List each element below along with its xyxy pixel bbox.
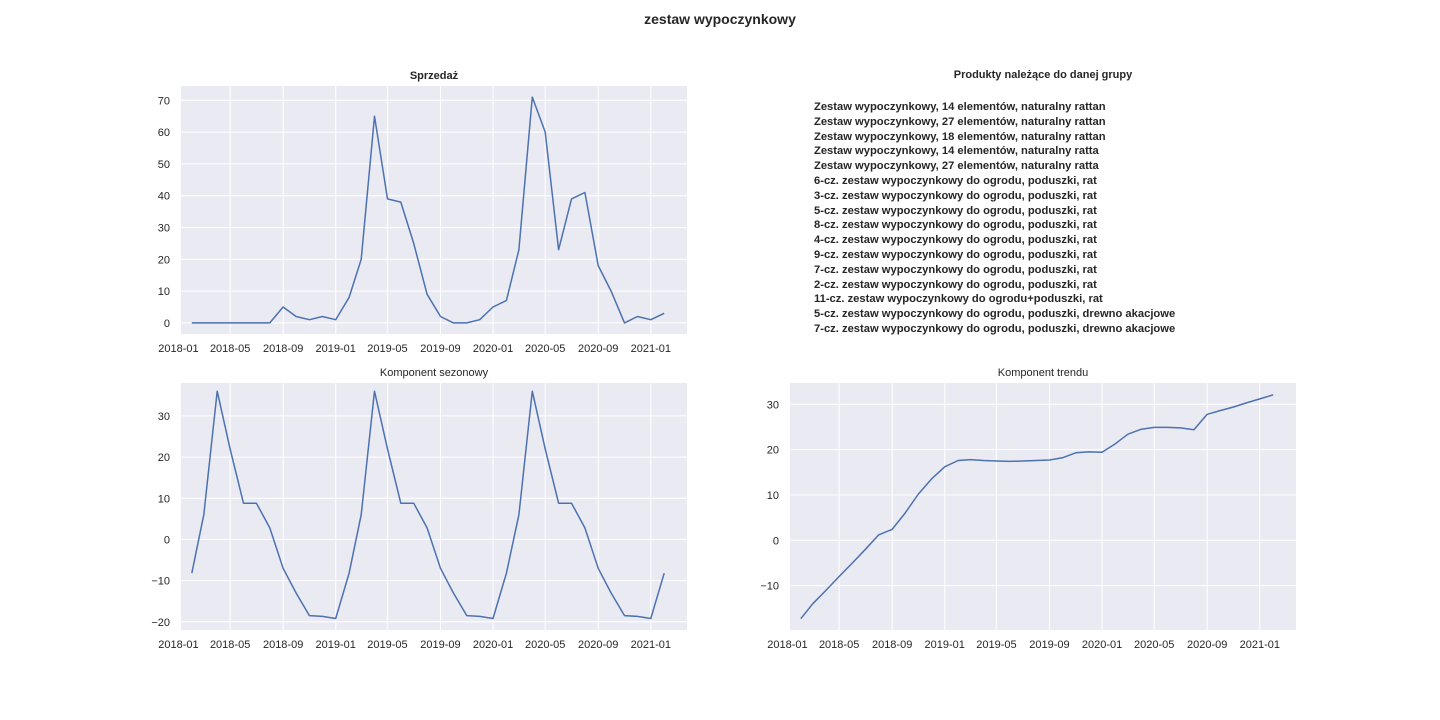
x-tick-label: 2018-05 bbox=[210, 343, 250, 355]
x-tick-label: 2019-09 bbox=[420, 639, 460, 651]
series-line bbox=[191, 390, 665, 620]
y-tick-label: 20 bbox=[158, 452, 170, 464]
y-tick-label: 30 bbox=[158, 411, 170, 423]
product-item: 5-cz. zestaw wypoczynkowy do ogrodu, pod… bbox=[814, 308, 1176, 321]
y-tick-label: 40 bbox=[158, 191, 170, 203]
x-tick-label: 2020-05 bbox=[525, 343, 565, 355]
product-item: 5-cz. zestaw wypoczynkowy do ogrodu, pod… bbox=[814, 204, 1097, 217]
series-line bbox=[191, 96, 665, 324]
y-tick-label: 70 bbox=[158, 95, 170, 107]
product-item: 9-cz. zestaw wypoczynkowy do ogrodu, pod… bbox=[814, 248, 1097, 261]
y-tick-label: 10 bbox=[767, 490, 779, 502]
chart-title: Komponent trendu bbox=[998, 367, 1089, 379]
x-tick-label: 2020-09 bbox=[578, 343, 618, 355]
x-tick-label: 2020-01 bbox=[473, 639, 513, 651]
y-tick-label: 0 bbox=[164, 534, 170, 546]
x-tick-label: 2018-01 bbox=[158, 343, 198, 355]
x-tick-label: 2019-01 bbox=[316, 343, 356, 355]
product-item: Zestaw wypoczynkowy, 27 elementów, natur… bbox=[814, 160, 1099, 173]
x-tick-label: 2019-09 bbox=[1029, 639, 1069, 651]
x-tick-label: 2018-09 bbox=[263, 343, 303, 355]
product-item: 4-cz. zestaw wypoczynkowy do ogrodu, pod… bbox=[814, 234, 1097, 247]
product-item: Zestaw wypoczynkowy, 14 elementów, natur… bbox=[814, 145, 1099, 158]
x-tick-label: 2018-09 bbox=[263, 639, 303, 651]
product-item: Zestaw wypoczynkowy, 27 elementów, natur… bbox=[814, 115, 1106, 128]
y-tick-label: 0 bbox=[164, 318, 170, 330]
x-tick-label: 2020-01 bbox=[1082, 639, 1122, 651]
y-tick-label: 30 bbox=[158, 222, 170, 234]
x-tick-label: 2019-05 bbox=[367, 639, 407, 651]
y-tick-label: −20 bbox=[151, 617, 170, 629]
x-tick-label: 2019-05 bbox=[367, 343, 407, 355]
x-tick-label: 2020-05 bbox=[1134, 639, 1174, 651]
chart-trend-component: 2018-01 2018-05 2018-09 2019-01 2019-05 2019-… bbox=[760, 367, 1296, 651]
x-tick-label: 2020-01 bbox=[473, 343, 513, 355]
y-tick-label: 10 bbox=[158, 493, 170, 505]
chart-title: Komponent sezonowy bbox=[380, 367, 489, 379]
x-tick-label: 2018-05 bbox=[210, 639, 250, 651]
x-tick-label: 2019-01 bbox=[316, 639, 356, 651]
y-tick-label: −10 bbox=[151, 576, 170, 588]
x-tick-label: 2019-05 bbox=[976, 639, 1016, 651]
x-tick-label: 2018-01 bbox=[767, 639, 807, 651]
y-tick-label: 20 bbox=[767, 445, 779, 457]
x-tick-label: 2021-01 bbox=[1240, 639, 1280, 651]
product-item: Zestaw wypoczynkowy, 14 elementów, natur… bbox=[814, 101, 1106, 113]
plot-area bbox=[790, 383, 1296, 630]
plot-area bbox=[181, 86, 687, 334]
product-item: 3-cz. zestaw wypoczynkowy do ogrodu, pod… bbox=[814, 189, 1097, 202]
x-tick-label: 2019-01 bbox=[925, 639, 965, 651]
y-tick-label: 10 bbox=[158, 286, 170, 298]
y-tick-label: 50 bbox=[158, 159, 170, 171]
y-tick-label: 60 bbox=[158, 127, 170, 139]
x-tick-label: 2021-01 bbox=[631, 639, 671, 651]
product-item: 11-cz. zestaw wypoczynkowy do ogrodu+pod… bbox=[814, 293, 1103, 306]
plot-area bbox=[181, 383, 687, 630]
x-tick-label: 2020-09 bbox=[578, 639, 618, 651]
y-tick-label: 30 bbox=[767, 399, 779, 411]
y-tick-label: −10 bbox=[760, 581, 779, 593]
y-tick-label: 0 bbox=[773, 535, 779, 547]
x-tick-label: 2018-01 bbox=[158, 639, 198, 651]
x-tick-label: 2020-09 bbox=[1187, 639, 1227, 651]
chart-seasonal-component: 2018-01 2018-05 2018-09 2019-01 2019-05 2019-… bbox=[151, 367, 687, 651]
products-panel-title: Produkty należące do danej grupy bbox=[953, 69, 1133, 81]
y-tick-label: 20 bbox=[158, 254, 170, 266]
product-item: 7-cz. zestaw wypoczynkowy do ogrodu, pod… bbox=[814, 263, 1097, 276]
figure-title: zestaw wypoczynkowy bbox=[644, 11, 796, 27]
product-item: Zestaw wypoczynkowy, 18 elementów, natur… bbox=[814, 130, 1106, 143]
x-tick-label: 2019-09 bbox=[420, 343, 460, 355]
product-item: 2-cz. zestaw wypoczynkowy do ogrodu, pod… bbox=[814, 278, 1097, 291]
products-list: Zestaw wypoczynkowy, 14 elementów, natur… bbox=[814, 100, 1175, 337]
product-item: 8-cz. zestaw wypoczynkowy do ogrodu, pod… bbox=[814, 219, 1097, 232]
x-tick-label: 2021-01 bbox=[631, 343, 671, 355]
product-item: 6-cz. zestaw wypoczynkowy do ogrodu, pod… bbox=[814, 174, 1097, 187]
x-tick-label: 2018-05 bbox=[819, 639, 859, 651]
x-tick-label: 2020-05 bbox=[525, 639, 565, 651]
chart-title: Sprzedaż bbox=[410, 70, 459, 82]
series-line bbox=[800, 394, 1274, 620]
product-item: 7-cz. zestaw wypoczynkowy do ogrodu, pod… bbox=[814, 322, 1176, 335]
x-tick-label: 2018-09 bbox=[872, 639, 912, 651]
chart-sales: 2018-01 2018-05 2018-09 2019-01 2019-05 2019-… bbox=[158, 70, 687, 355]
